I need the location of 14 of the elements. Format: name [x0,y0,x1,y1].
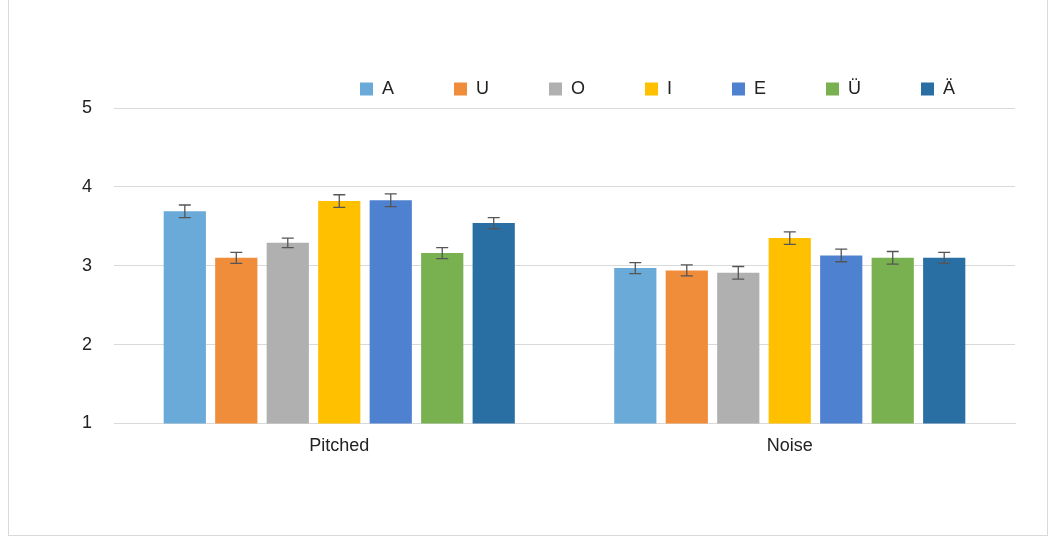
x-tick-label: Noise [766,435,813,456]
x-tick-label: Pitched [309,435,370,456]
legend-label: E [753,77,766,98]
legend-label: A [381,77,394,98]
legend-label: I [666,77,672,98]
legend-label: U [475,77,489,98]
y-tick-label: 5 [82,96,93,117]
legend-label: Ä [942,77,956,98]
y-tick-label: 3 [82,254,93,275]
y-tick-label: 4 [82,175,93,196]
y-tick-label: 1 [82,412,93,433]
legend-label: O [570,77,585,98]
legend-label: Ü [848,77,861,98]
y-tick-label: 2 [82,333,93,354]
